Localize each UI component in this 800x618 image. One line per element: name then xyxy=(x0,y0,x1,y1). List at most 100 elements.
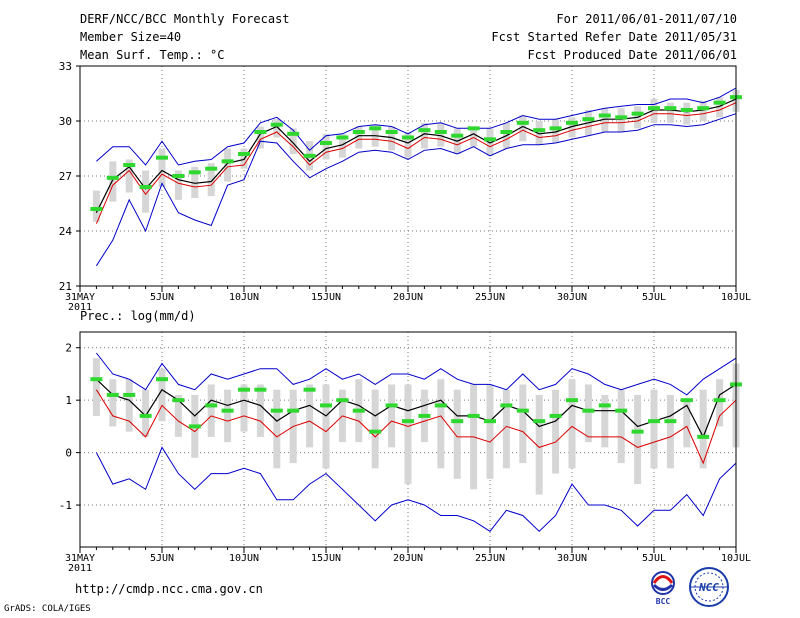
member-size-label: Member Size=40 xyxy=(80,30,182,44)
prec-member-marker xyxy=(188,424,201,429)
prec-member-marker xyxy=(484,419,496,424)
prec-member-marker xyxy=(500,403,513,408)
temp-xtick-label: 5JUN xyxy=(150,292,174,303)
prec-range-bar xyxy=(519,384,527,464)
temp-range-bar xyxy=(617,108,625,132)
forecast-range: For 2011/06/01-2011/07/10 xyxy=(556,12,737,26)
temp-member-marker xyxy=(467,126,480,131)
temp-member-marker xyxy=(500,130,513,134)
prec-member-marker xyxy=(221,408,234,413)
prec-member-marker xyxy=(467,413,480,418)
temp-range-bar xyxy=(174,170,182,200)
temp-member-marker xyxy=(418,128,431,133)
prec-member-marker xyxy=(238,387,250,392)
temp-xtick-label: 10JUN xyxy=(229,292,259,303)
temp-ytick-label: 21 xyxy=(59,280,72,293)
prec-xtick-label: 30JUN xyxy=(557,553,587,564)
prec-range-bar xyxy=(92,358,100,416)
temp-range-bar xyxy=(256,126,264,149)
temp-member-marker xyxy=(188,170,201,175)
prec-member-marker xyxy=(582,408,595,413)
bcc-logo: BCC xyxy=(651,571,675,606)
temp-year-label: 2011 xyxy=(68,302,92,313)
prec-range-bar xyxy=(716,379,724,427)
temp-range-bar xyxy=(420,122,428,149)
prec-member-marker xyxy=(648,419,660,424)
temp-xtick-label: 30JUN xyxy=(557,292,587,303)
temp-member-marker xyxy=(336,135,349,140)
temp-range-bar xyxy=(535,121,543,145)
temp-mean-line xyxy=(95,98,737,213)
prec-member-marker xyxy=(615,408,628,413)
prec-xtick-label: 31MAY xyxy=(65,553,95,564)
temp-member-marker xyxy=(598,113,611,118)
grads-credit: GrADS: COLA/IGES xyxy=(4,604,91,614)
temp-xtick-label: 15JUN xyxy=(311,292,341,303)
prec-member-marker xyxy=(418,413,431,418)
prec-member-marker xyxy=(697,434,710,439)
prec-member-marker xyxy=(549,413,562,418)
temp-ytick-label: 24 xyxy=(59,225,73,238)
temp-member-marker xyxy=(549,126,562,131)
temp-xtick-label: 10JUL xyxy=(721,292,751,303)
temp-range-bar xyxy=(322,133,330,160)
temp-range-bar xyxy=(683,102,691,125)
prec-range-bar xyxy=(584,384,592,443)
prec-range-bar xyxy=(371,389,379,469)
temp-range-bar xyxy=(699,100,707,121)
prec-ytick-label: -1 xyxy=(59,499,72,512)
prec-range-bar xyxy=(224,389,232,443)
prec-range-bar xyxy=(240,384,248,432)
temp-min-line xyxy=(95,113,737,267)
prec-range-bar xyxy=(601,394,609,448)
bcc-logo-text: BCC xyxy=(656,597,671,606)
prec-range-bar xyxy=(109,379,117,427)
prec-range-bar xyxy=(158,368,166,422)
prec-member-marker xyxy=(713,398,726,403)
source-url[interactable]: http://cmdp.ncc.cma.gov.cn xyxy=(75,582,263,596)
temp-range-bar xyxy=(519,115,527,142)
temp-member-marker xyxy=(156,155,168,160)
prec-range-bar xyxy=(699,389,707,469)
temp-range-bar xyxy=(338,133,346,158)
prec-ytick-label: 2 xyxy=(65,342,72,355)
prec-xtick-label: 20JUN xyxy=(393,553,423,564)
prec-member-marker xyxy=(254,387,267,392)
prec-member-marker xyxy=(352,408,365,413)
temp-range-bar xyxy=(666,102,674,123)
prec-range-bar xyxy=(535,394,543,495)
prec-member-marker xyxy=(451,419,464,424)
prec-range-bar xyxy=(552,389,560,474)
prec-xtick-label: 10JUN xyxy=(229,553,259,564)
temp-member-marker xyxy=(615,115,628,120)
prec-range-bar xyxy=(273,389,281,469)
temp-member-marker xyxy=(566,120,578,125)
prec-range-bar xyxy=(125,379,133,432)
temp-xtick-label: 31MAY xyxy=(65,292,95,303)
temp-member-marker xyxy=(205,166,218,171)
temp-range-bar xyxy=(273,119,281,138)
temp-member-marker xyxy=(270,122,283,127)
prec-range-bar xyxy=(174,394,182,437)
temp-range-bar xyxy=(601,108,609,132)
chart-title: DERF/NCC/BCC Monthly Forecast xyxy=(80,12,290,26)
temp-xtick-label: 20JUN xyxy=(393,292,423,303)
temp-member-marker xyxy=(369,126,382,131)
temp-member-marker xyxy=(680,108,693,112)
temp-member-marker xyxy=(516,120,529,125)
prec-member-marker xyxy=(123,392,136,397)
prec-range-bar xyxy=(404,384,412,485)
variable-label: Mean Surf. Temp.: °C xyxy=(80,48,225,62)
prec-range-bar xyxy=(322,384,330,469)
temp-range-bar xyxy=(224,148,232,182)
refer-date: Fcst Started Refer Date 2011/05/31 xyxy=(491,30,737,44)
prec-range-bar xyxy=(256,384,264,437)
temp-member-marker xyxy=(352,130,365,134)
temp-ytick-label: 30 xyxy=(59,115,72,128)
prec-range-bar xyxy=(486,384,494,479)
prec-member-marker xyxy=(434,403,447,408)
prec-member-marker xyxy=(106,392,119,397)
prec-member-marker xyxy=(270,408,283,413)
temp-member-marker xyxy=(664,106,677,111)
